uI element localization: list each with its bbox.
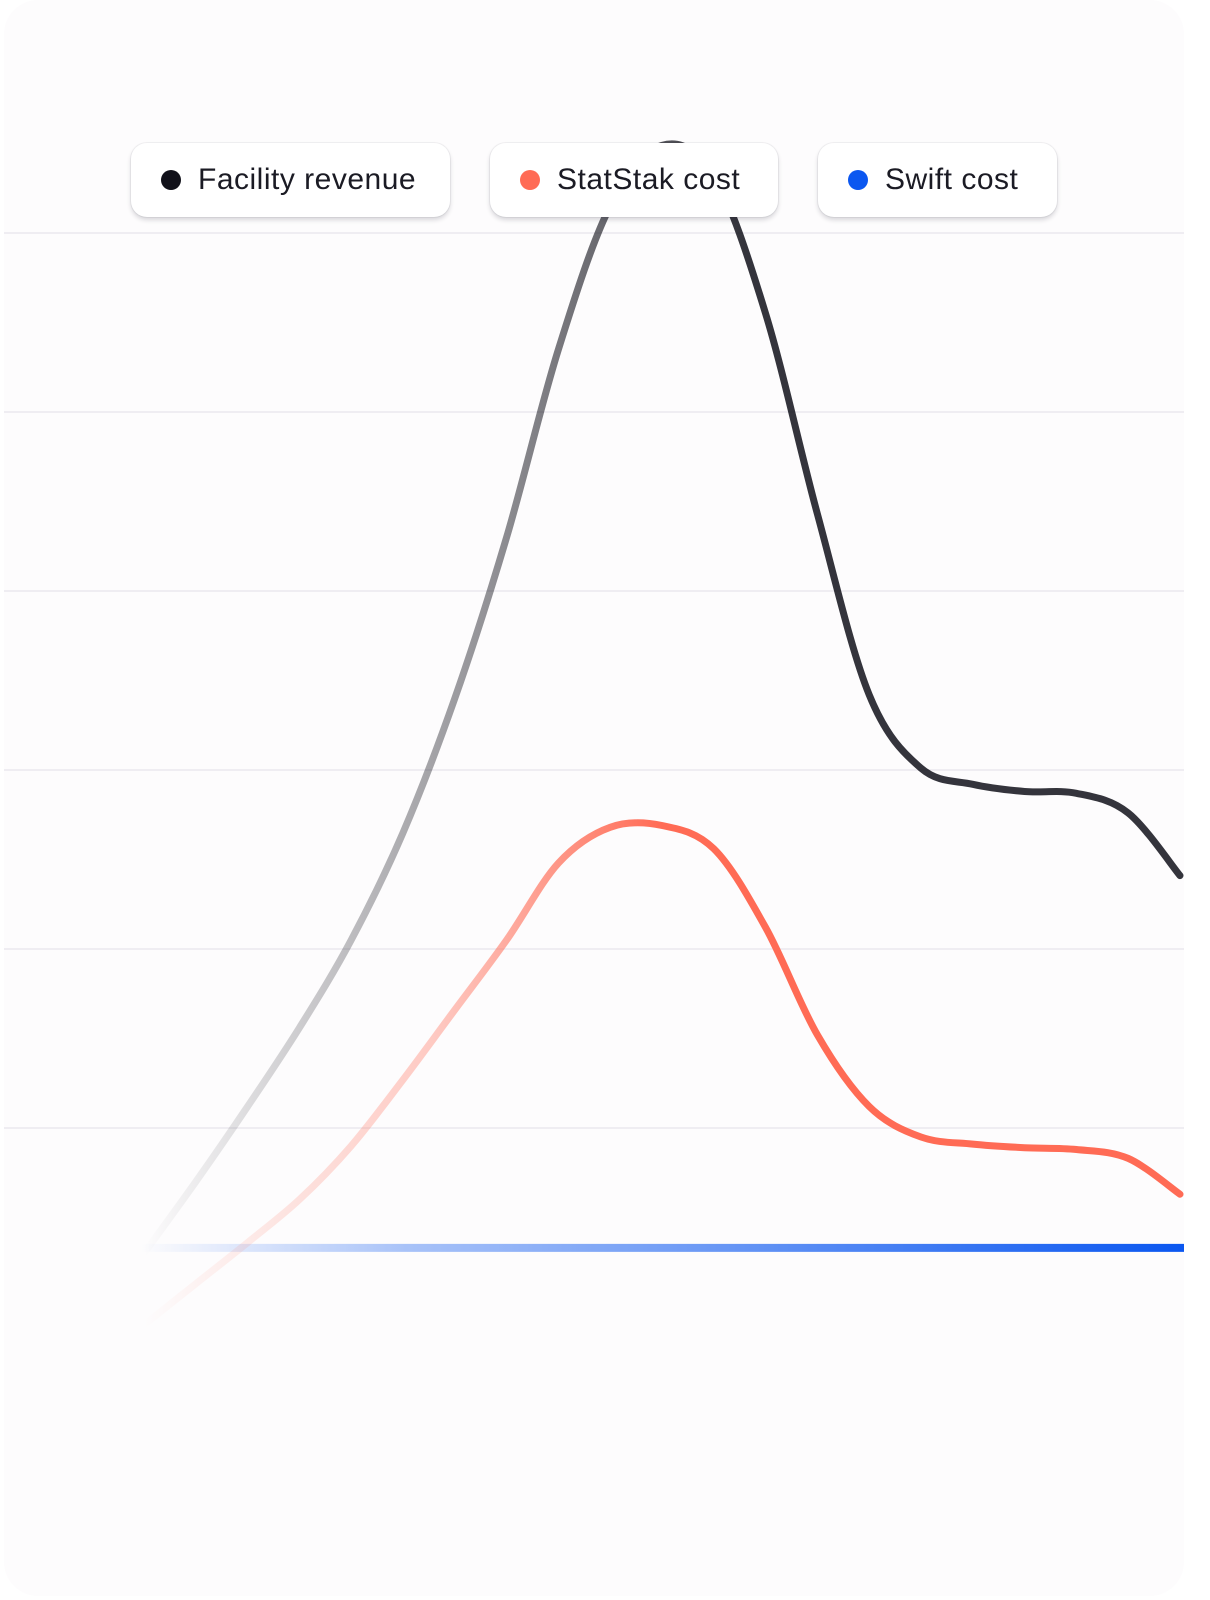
legend-label-swift-cost: Swift cost <box>885 163 1019 196</box>
gridlines <box>4 232 1184 1129</box>
chart-card: Facility revenue StatStak cost Swift cos… <box>4 0 1184 1596</box>
legend-dot-facility-revenue <box>161 170 181 190</box>
legend-label-facility-revenue: Facility revenue <box>198 163 417 196</box>
legend-label-statstak-cost: StatStak cost <box>557 163 741 196</box>
chart-legend: Facility revenue StatStak cost Swift cos… <box>4 143 1184 219</box>
legend-dot-statstak-cost <box>520 170 540 190</box>
series-line-statstak-cost <box>140 819 1184 1329</box>
legend-item-facility-revenue[interactable]: Facility revenue <box>131 143 450 217</box>
legend-item-swift-cost[interactable]: Swift cost <box>818 143 1057 217</box>
line-chart <box>4 140 1184 1329</box>
legend-item-statstak-cost[interactable]: StatStak cost <box>490 143 778 217</box>
series-lines <box>70 140 1184 1329</box>
legend-dot-swift-cost <box>848 170 868 190</box>
series-line-facility-revenue <box>140 140 1184 1257</box>
